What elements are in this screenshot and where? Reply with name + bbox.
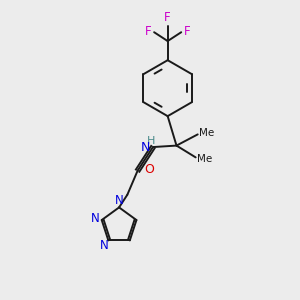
Text: O: O <box>144 163 154 176</box>
Text: F: F <box>184 25 190 38</box>
Text: F: F <box>145 25 152 38</box>
Text: Me: Me <box>200 128 215 138</box>
Text: H: H <box>146 136 155 146</box>
Text: N: N <box>91 212 100 224</box>
Text: N: N <box>141 141 151 154</box>
Text: Me: Me <box>197 154 213 164</box>
Text: F: F <box>164 11 171 24</box>
Text: N: N <box>115 194 124 207</box>
Text: N: N <box>100 239 109 252</box>
